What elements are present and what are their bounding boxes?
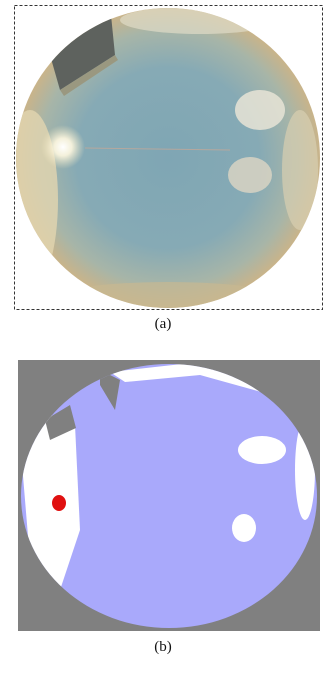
- segmentation-details: [21, 364, 315, 615]
- dashed-frame: [14, 5, 323, 310]
- sky-image: [16, 8, 320, 308]
- panel-a: (a): [14, 5, 323, 332]
- segmented-sky: [21, 364, 317, 628]
- sky-details: [16, 8, 318, 308]
- panel-b: (b): [18, 360, 320, 655]
- caption: (b): [154, 639, 172, 655]
- caption: (a): [155, 316, 172, 332]
